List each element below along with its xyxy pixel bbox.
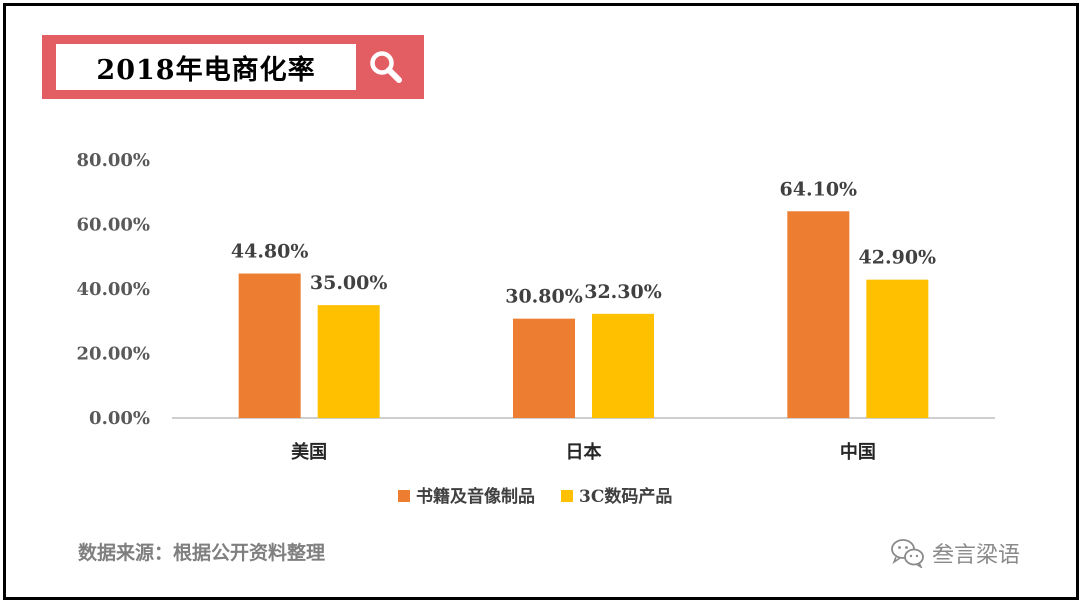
bar [513, 318, 575, 418]
page-title: 2018年电商化率 [56, 44, 356, 90]
bar [787, 211, 850, 418]
legend-swatch [561, 490, 573, 502]
data-label: 44.80% [231, 241, 309, 263]
x-tick-label: 中国 [840, 441, 876, 463]
bar [592, 313, 654, 418]
wechat-icon [891, 539, 924, 568]
data-label: 32.30% [584, 281, 662, 303]
search-icon [370, 51, 402, 83]
watermark: 叁言梁语 [890, 535, 1020, 571]
bar [317, 305, 380, 418]
source-note: 数据来源：根据公开资料整理 [78, 542, 326, 564]
y-tick-label: 80.00% [77, 150, 150, 171]
y-tick-label: 40.00% [77, 279, 150, 300]
data-label: 30.80% [505, 286, 583, 308]
data-label: 35.00% [310, 272, 388, 294]
data-label: 42.90% [859, 247, 937, 269]
legend-label: 3C数码产品 [579, 486, 672, 507]
y-tick-label: 0.00% [89, 408, 150, 429]
title-banner: 2018年电商化率 [42, 35, 424, 99]
bar [238, 273, 301, 418]
legend-swatch [398, 490, 410, 502]
x-tick-label: 美国 [291, 441, 327, 463]
y-tick-label: 60.00% [77, 215, 150, 236]
bar [866, 279, 929, 418]
x-tick-label: 日本 [566, 441, 602, 463]
y-tick-label: 20.00% [77, 344, 150, 365]
legend-label: 书籍及音像制品 [416, 486, 535, 507]
data-label: 64.10% [780, 178, 858, 200]
watermark-text: 叁言梁语 [932, 543, 1021, 568]
